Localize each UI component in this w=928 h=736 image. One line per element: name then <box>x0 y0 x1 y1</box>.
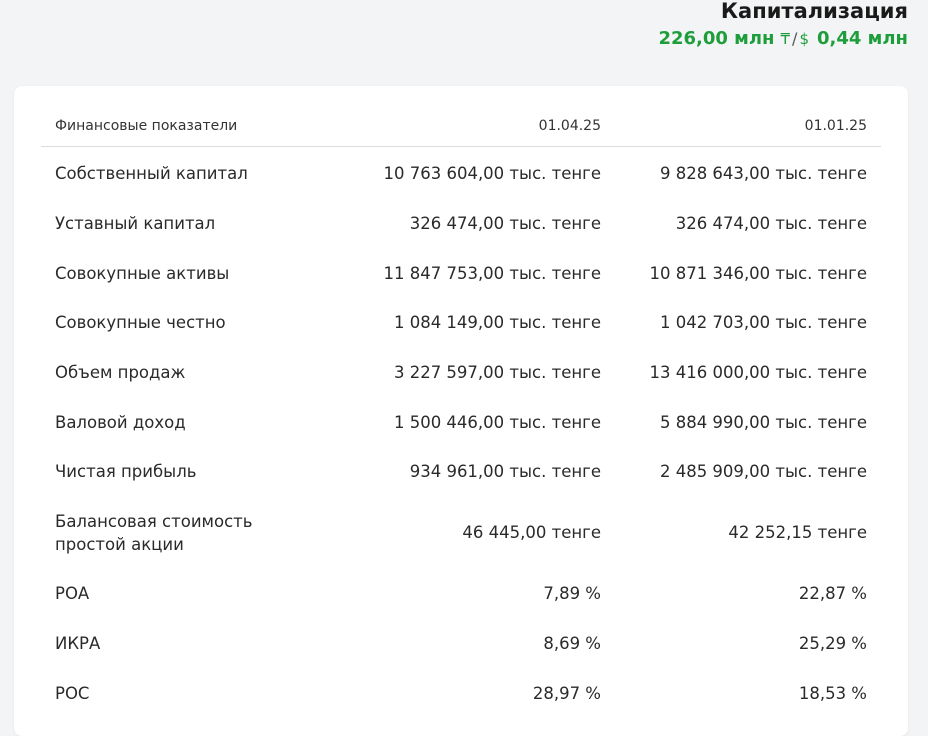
table-row: Совокупные активы 11 847 753,00 тыс. тенг… <box>41 248 881 298</box>
row-value-date-2: 22,87 % <box>798 584 867 604</box>
row-value-date-1: 3 227 597,00 тыс. тенге <box>393 363 601 383</box>
row-value-date-1: 326 474,00 тыс. тенге <box>409 214 601 234</box>
capitalization-values: 226,00 млн ₸ / $0,44 млн <box>658 28 908 50</box>
dollar-currency-icon: $ <box>799 30 809 48</box>
currency-separator: / <box>792 29 798 48</box>
row-label: ИКРА <box>55 633 101 653</box>
table-row: Валовой доход 1 500 446,00 тыс. тенге 5 88… <box>41 397 881 447</box>
financial-indicators-table: Финансовые показатели 01.04.25 01.01.25 … <box>41 106 881 718</box>
row-value-date-1: 11 847 753,00 тыс. тенге <box>383 263 601 283</box>
row-value-date-1: 8,69 % <box>543 633 601 653</box>
row-value-date-2: 2 485 909,00 тыс. тенге <box>659 462 867 482</box>
row-label: РОС <box>55 683 90 703</box>
row-label: Совокупные активы <box>55 263 230 283</box>
row-value-date-2: 42 252,15 тенге <box>728 523 867 543</box>
table-row: Уставный капитал 326 474,00 тыс. тенге 326… <box>41 199 881 249</box>
capitalization-usd-value: 0,44 млн <box>816 28 908 49</box>
row-value-date-2: 10 871 346,00 тыс. тенге <box>649 263 867 283</box>
row-label: Чистая прибыль <box>55 462 197 482</box>
capitalization-header: Капитализация 226,00 млн ₸ / $0,44 млн <box>658 0 908 50</box>
row-value-date-1: 46 445,00 тенге <box>462 523 601 543</box>
row-value-date-1: 7,89 % <box>543 584 601 604</box>
table-row: Чистая прибыль 934 961,00 тыс. тенге 2 485… <box>41 447 881 497</box>
row-label: Уставный капитал <box>55 214 216 234</box>
row-value-date-2: 1 042 703,00 тыс. тенге <box>659 313 867 333</box>
capitalization-title: Капитализация <box>720 0 908 23</box>
column-header-date-1: 01.04.25 <box>329 106 615 147</box>
table-row: Совокупные честно 1 084 149,00 тыс. тенге… <box>41 298 881 348</box>
table-body: Собственный капитал 10 763 604,00 тыс. те… <box>41 147 881 718</box>
row-label: Балансовая стоимость простой акции <box>55 511 253 554</box>
column-header-indicator: Финансовые показатели <box>41 106 329 147</box>
row-value-date-1: 1 084 149,00 тыс. тенге <box>393 313 601 333</box>
row-value-date-2: 25,29 % <box>798 633 867 653</box>
row-value-date-1: 1 500 446,00 тыс. тенге <box>393 412 601 432</box>
row-label: Валовой доход <box>55 412 186 432</box>
row-value-date-2: 9 828 643,00 тыс. тенге <box>659 164 867 184</box>
row-label: Совокупные честно <box>55 313 226 333</box>
table-row: ИКРА 8,69 % 25,29 % <box>41 619 881 669</box>
table-row: РОС 28,97 % 18,53 % <box>41 668 881 718</box>
row-label: РОА <box>55 584 90 604</box>
row-value-date-2: 13 416 000,00 тыс. тенге <box>649 363 867 383</box>
row-value-date-2: 326 474,00 тыс. тенге <box>675 214 867 234</box>
table-row: Объем продаж 3 227 597,00 тыс. тенге 13 41… <box>41 348 881 398</box>
row-value-date-2: 18,53 % <box>798 683 867 703</box>
table-row: РОА 7,89 % 22,87 % <box>41 569 881 619</box>
column-header-date-2: 01.01.25 <box>615 106 881 147</box>
row-value-date-1: 28,97 % <box>532 683 601 703</box>
financial-indicators-card: Финансовые показатели 01.04.25 01.01.25 … <box>14 86 908 736</box>
row-value-date-1: 934 961,00 тыс. тенге <box>409 462 601 482</box>
tenge-currency-icon: ₸ <box>780 30 791 48</box>
table-header-row: Финансовые показатели 01.04.25 01.01.25 <box>41 106 881 147</box>
row-label: Собственный капитал <box>55 164 248 184</box>
row-label: Объем продаж <box>55 363 186 383</box>
capitalization-kzt-value: 226,00 млн <box>658 28 775 49</box>
table-row: Собственный капитал 10 763 604,00 тыс. те… <box>41 147 881 199</box>
table-row: Балансовая стоимость простой акции 46 445… <box>41 497 881 569</box>
row-value-date-1: 10 763 604,00 тыс. тенге <box>383 164 601 184</box>
row-value-date-2: 5 884 990,00 тыс. тенге <box>659 412 867 432</box>
